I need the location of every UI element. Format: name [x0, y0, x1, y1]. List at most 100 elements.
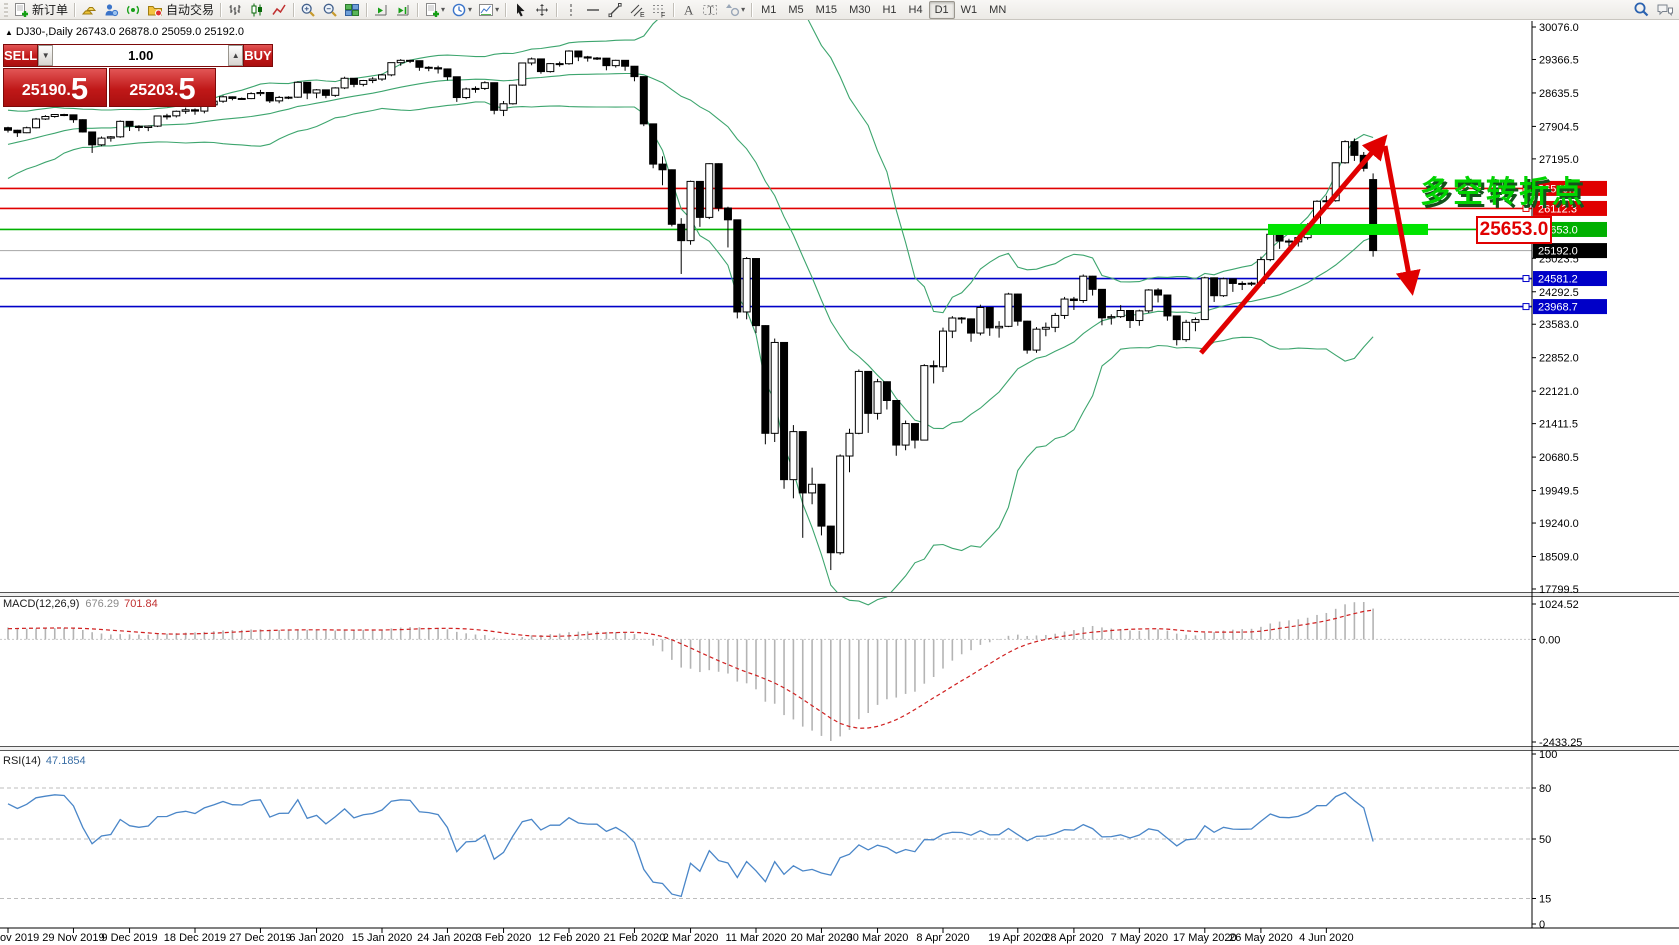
auto-scroll-button[interactable] — [370, 1, 392, 19]
chat-button[interactable] — [1653, 1, 1677, 19]
signals-button[interactable] — [122, 1, 144, 19]
zoom-out-button[interactable] — [319, 1, 341, 19]
support-level-label[interactable]: 25653.0 — [1476, 216, 1552, 244]
crosshair-button[interactable] — [531, 1, 553, 19]
x-axis-label: 29 Nov 2019 — [42, 932, 104, 944]
candle-body — [583, 56, 592, 59]
candle-body — [41, 115, 50, 120]
candle-body — [1210, 277, 1219, 297]
volume-input[interactable] — [53, 45, 229, 66]
candle-body — [387, 62, 396, 76]
bar-chart-mode-button[interactable] — [224, 1, 246, 19]
sell-price-button[interactable]: 25190. 5 — [3, 68, 107, 107]
macd-indicator-label: MACD(12,26,9) 676.29 701.84 — [3, 598, 158, 610]
text-button[interactable]: A — [677, 1, 699, 19]
toolbar-separator — [556, 2, 558, 17]
bar-chart-mode-icon — [227, 2, 243, 18]
candlestick-mode-button[interactable] — [246, 1, 268, 19]
line-chart-mode-button[interactable] — [268, 1, 290, 19]
navigator-icon — [103, 2, 119, 18]
timeframe-m5-button[interactable]: M5 — [788, 3, 804, 16]
timeframe-h1-button[interactable]: H1 — [882, 3, 897, 16]
candle-body — [714, 163, 723, 209]
candle-body — [639, 76, 648, 125]
rsi-indicator-label: RSI(14) 47.1854 — [3, 755, 86, 767]
chart-shift-button[interactable] — [392, 1, 414, 19]
candle-body — [116, 120, 125, 138]
toolbar-grip — [4, 2, 8, 17]
candle-body — [265, 92, 274, 102]
candle-body — [1275, 233, 1284, 242]
panel-separator[interactable] — [0, 746, 1679, 751]
templates-button[interactable]: ▾ — [475, 1, 502, 19]
line-endpoint-marker[interactable] — [1522, 184, 1530, 192]
navigator-button[interactable] — [100, 1, 122, 19]
y-axis-tick-label: 30076.0 — [1539, 22, 1579, 34]
candle-body — [1107, 316, 1116, 319]
trend-arrow-down[interactable] — [1382, 145, 1421, 296]
y-axis-tick-label: 18509.0 — [1539, 552, 1579, 564]
candle-body — [527, 58, 536, 64]
candle-body — [873, 381, 882, 414]
tile-windows-button[interactable] — [341, 1, 363, 19]
timeframe-m30-button[interactable]: M30 — [849, 3, 871, 16]
candle-body — [967, 318, 976, 334]
market-watch-button[interactable] — [78, 1, 100, 19]
trendline-button[interactable] — [604, 1, 626, 19]
text-icon: A — [680, 2, 696, 18]
svg-text:A: A — [684, 2, 694, 17]
timeframe-m1-button[interactable]: M1 — [761, 3, 777, 16]
y-axis-tick-label: 27904.5 — [1539, 121, 1579, 133]
timeframe-h4-button[interactable]: H4 — [908, 3, 923, 16]
new-chart-button[interactable]: ▾ — [421, 1, 448, 19]
timeframe-m15-button[interactable]: M15 — [815, 3, 838, 16]
fibonacci-button[interactable]: F — [648, 1, 670, 19]
candle-body — [22, 127, 31, 134]
candle-body — [50, 114, 59, 117]
market-watch-icon — [81, 2, 97, 18]
candle-body — [985, 306, 994, 329]
x-axis-label: 27 Dec 2019 — [229, 932, 291, 944]
current-price-label-text: 25192.0 — [1538, 246, 1578, 258]
templates-icon — [478, 2, 494, 18]
sell-button[interactable]: SELL — [3, 44, 39, 67]
new-order-button[interactable]: 新订单 — [10, 1, 71, 19]
vertical-line-button[interactable] — [560, 1, 582, 19]
timeframe-w1-button[interactable]: W1 — [960, 3, 978, 16]
equidistant-channel-button[interactable]: E — [626, 1, 648, 19]
timeframe-d1-button[interactable]: D1 — [928, 0, 955, 19]
cursor-button[interactable] — [509, 1, 531, 19]
line-endpoint-marker[interactable] — [1522, 275, 1530, 283]
horizontal-line-button[interactable] — [582, 1, 604, 19]
volume-increase-button[interactable]: ▲ — [228, 45, 244, 66]
price-line-label-text: 26549.7 — [1538, 183, 1578, 195]
volume-decrease-button[interactable]: ▼ — [38, 45, 54, 66]
candle-body — [854, 370, 863, 434]
arrows-shapes-button[interactable]: ▾ — [721, 1, 748, 19]
timeframe-mn-button[interactable]: MN — [989, 3, 1007, 16]
buy-button[interactable]: BUY — [243, 44, 273, 67]
support-zone-bar[interactable] — [1268, 223, 1428, 235]
candle-body — [574, 50, 583, 58]
auto-trading-button[interactable]: 自动交易 — [144, 1, 217, 19]
x-axis-label: 3 Feb 2020 — [476, 932, 532, 944]
trend-arrow-up[interactable] — [1199, 134, 1388, 355]
fibonacci-icon: F — [651, 2, 667, 18]
turning-point-annotation[interactable]: 多空转折点 — [1420, 176, 1585, 209]
search-button[interactable] — [1630, 1, 1653, 19]
panel-separator[interactable] — [0, 592, 1679, 597]
line-endpoint-marker[interactable] — [1522, 303, 1530, 311]
toolbar-separator — [505, 2, 507, 17]
search-icon — [1633, 1, 1650, 18]
candle-body — [97, 137, 106, 146]
zoom-in-button[interactable] — [297, 1, 319, 19]
periods-button[interactable]: ▾ — [448, 1, 475, 19]
candle-body — [929, 365, 938, 368]
buy-price-button[interactable]: 25203. 5 — [109, 68, 216, 107]
candle-body — [406, 59, 415, 62]
text-label-button[interactable]: T — [699, 1, 721, 19]
candle-body — [162, 115, 171, 118]
line-endpoint-marker[interactable] — [1522, 204, 1530, 212]
horizontal-line-icon — [585, 2, 601, 18]
